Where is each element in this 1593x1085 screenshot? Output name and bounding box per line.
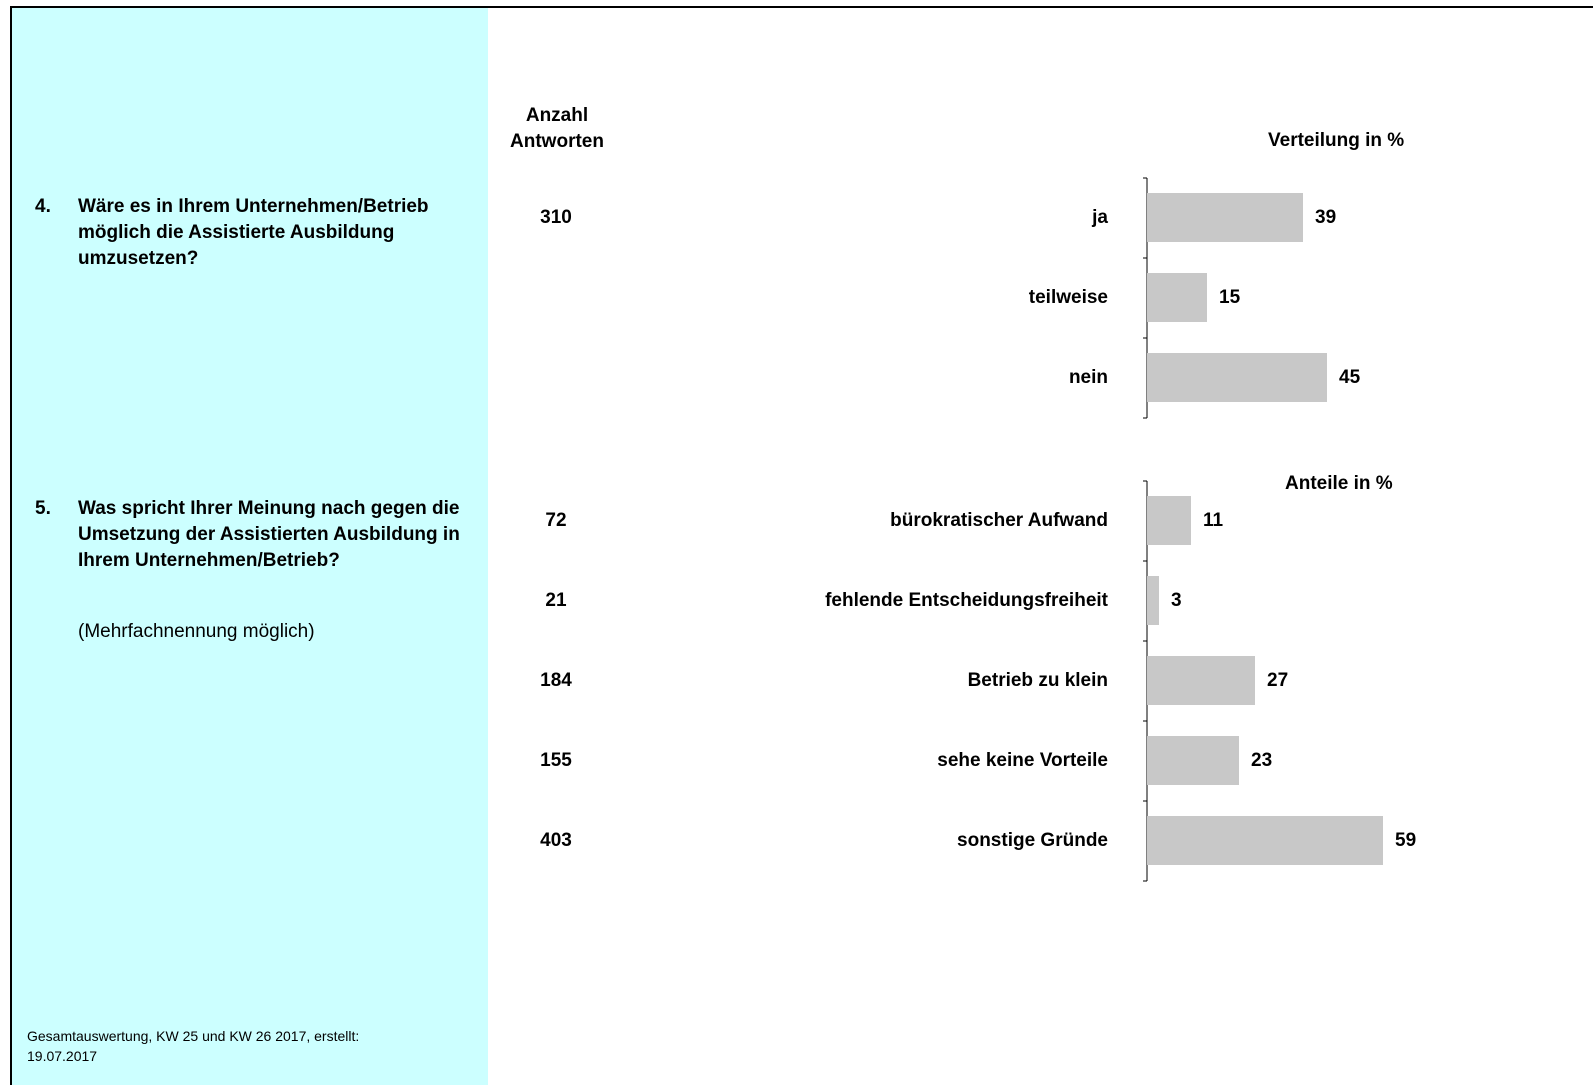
- footer-note: Gesamtauswertung, KW 25 und KW 26 2017, …: [27, 1028, 360, 1064]
- question-4: 4. Wäre es in Ihrem Unternehmen/Betrieb …: [35, 194, 485, 284]
- bar-value-label: 39: [1315, 207, 1337, 228]
- answer-count: 155: [540, 750, 572, 771]
- category-label: teilweise: [1028, 287, 1108, 308]
- category-label: bürokratischer Aufwand: [890, 510, 1108, 531]
- answer-count: 310: [540, 207, 572, 228]
- bar-value-label: 27: [1267, 670, 1289, 691]
- bar: [1147, 496, 1191, 545]
- category-label: nein: [1068, 367, 1108, 388]
- chart2-title: Anteile in %: [1285, 473, 1393, 494]
- answer-count: 21: [545, 590, 567, 611]
- bar: [1147, 273, 1207, 322]
- count-column-header: Anzahl Antworten: [505, 103, 609, 155]
- answer-count: 72: [545, 510, 567, 531]
- bar-value-label: 59: [1395, 830, 1417, 851]
- bar-value-label: 3: [1171, 590, 1182, 611]
- question-text: Wäre es in Ihrem Unternehmen/Betrieb mög…: [78, 196, 429, 269]
- page-frame: [10, 6, 1593, 1085]
- question-5: 5. Was spricht Ihrer Meinung nach gegen …: [35, 496, 485, 656]
- category-label: Betrieb zu klein: [967, 670, 1108, 691]
- answer-count: 403: [540, 830, 572, 851]
- question-sidebar: [12, 8, 488, 1085]
- bar-value-label: 23: [1251, 750, 1273, 771]
- bar: [1147, 816, 1383, 865]
- bar: [1147, 656, 1255, 705]
- category-label: sehe keine Vorteile: [937, 750, 1108, 771]
- bar: [1147, 576, 1159, 625]
- chart1-title: Verteilung in %: [1268, 130, 1405, 151]
- bar-value-label: 45: [1339, 367, 1361, 388]
- count-header-line: Antworten: [510, 131, 604, 152]
- question-note: (Mehrfachnennung möglich): [78, 621, 315, 642]
- bar-value-label: 15: [1219, 287, 1241, 308]
- question-text: Was spricht Ihrer Meinung nach gegen die…: [78, 498, 460, 571]
- category-label: fehlende Entscheidungsfreiheit: [825, 590, 1108, 611]
- count-header-line: Anzahl: [525, 105, 589, 126]
- question-number: 5.: [35, 498, 51, 519]
- question-number: 4.: [35, 196, 51, 217]
- bar: [1147, 193, 1303, 242]
- category-label: sonstige Gründe: [957, 830, 1108, 851]
- answer-count: 184: [540, 670, 572, 691]
- bar-value-label: 11: [1203, 510, 1224, 531]
- category-label: ja: [1092, 207, 1108, 228]
- bar: [1147, 736, 1239, 785]
- bar: [1147, 353, 1327, 402]
